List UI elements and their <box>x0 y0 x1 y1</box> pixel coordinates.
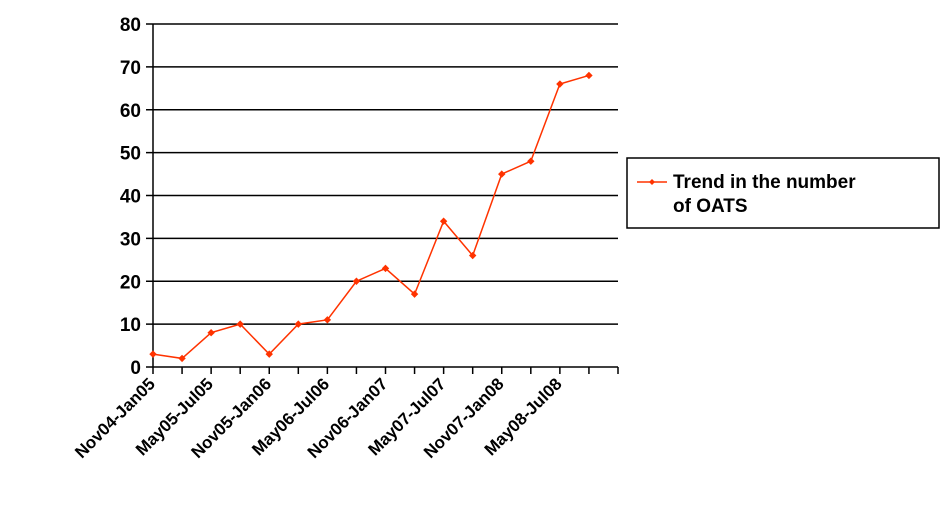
data-point <box>352 277 361 285</box>
data-point <box>527 157 535 165</box>
y-tick-label: 10 <box>120 315 141 336</box>
y-tick-label: 70 <box>120 58 141 79</box>
data-point <box>556 80 564 88</box>
y-tick-label: 0 <box>130 358 141 379</box>
data-point <box>381 264 390 273</box>
data-point <box>468 251 477 260</box>
y-tick-label: 60 <box>120 101 141 122</box>
y-tick-label: 30 <box>120 229 141 250</box>
data-point <box>178 354 186 363</box>
data-point <box>236 320 244 328</box>
gridlines <box>153 23 618 325</box>
data-point <box>265 350 273 358</box>
series-line <box>152 74 590 360</box>
y-tick-label: 80 <box>120 15 141 36</box>
data-point <box>149 350 157 358</box>
series-group <box>149 71 593 363</box>
legend: Trend in the number of OATS <box>626 157 940 229</box>
y-tick-label: 50 <box>120 144 141 165</box>
data-point <box>294 320 303 328</box>
x-axis: Nov04-Jan05May05-Jul05Nov05-Jan06May06-J… <box>71 366 619 462</box>
data-point <box>410 290 419 298</box>
legend-label: Trend in the number <box>673 172 856 193</box>
legend-label: of OATS <box>673 196 748 217</box>
data-point <box>498 170 506 178</box>
y-tick-label: 20 <box>120 272 141 293</box>
legend-marker <box>649 179 655 185</box>
data-point <box>439 217 448 225</box>
data-point <box>323 316 332 324</box>
y-tick-label: 40 <box>120 187 141 208</box>
data-point <box>207 328 215 337</box>
y-axis: 0 10 20 30 40 50 60 70 80 <box>120 15 154 379</box>
legend-box <box>626 157 940 229</box>
data-point <box>585 71 593 80</box>
